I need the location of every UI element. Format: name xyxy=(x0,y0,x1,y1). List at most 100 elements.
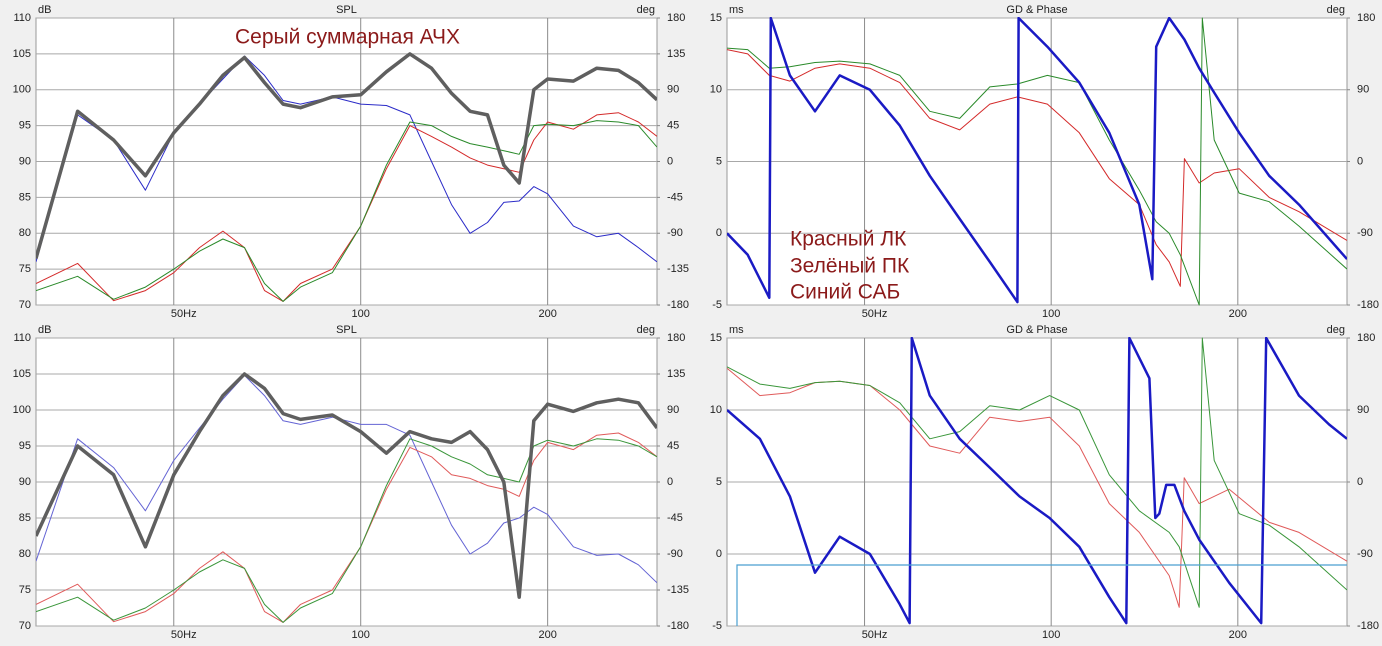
y2-tick-label: 135 xyxy=(667,368,685,380)
chart-panel: -5 0 5 10 15 -180 -90 0 90 180 50Hz 100 200 GD & Phas… xyxy=(710,324,1379,641)
y-tick-label: 105 xyxy=(13,368,31,380)
y-tick-label: 10 xyxy=(710,404,722,416)
y-tick-label: 0 xyxy=(716,227,722,239)
chart-panel: 70 75 80 85 90 95 100 105 110 -180 -135 -90 -45 0 45 90… xyxy=(13,324,689,641)
y-tick-label: 85 xyxy=(19,512,31,524)
y2-axis-label: deg xyxy=(637,4,655,16)
series-line xyxy=(727,17,1347,304)
y2-tick-label: -45 xyxy=(667,512,683,524)
x-tick-label: 200 xyxy=(1229,629,1247,641)
y2-tick-label: 180 xyxy=(667,332,685,344)
y2-tick-label: 90 xyxy=(667,404,679,416)
y2-tick-label: 90 xyxy=(667,84,679,96)
y2-tick-label: -180 xyxy=(667,299,689,311)
y-tick-label: 90 xyxy=(19,476,31,488)
y-tick-label: 100 xyxy=(13,404,31,416)
y-axis-label: ms xyxy=(729,324,744,336)
y2-tick-label: 45 xyxy=(667,120,679,132)
series-line xyxy=(727,337,1347,625)
y-tick-label: 10 xyxy=(710,84,722,96)
series-line xyxy=(36,438,657,623)
y-tick-label: 75 xyxy=(19,584,31,596)
y-tick-label: 85 xyxy=(19,191,31,203)
y-tick-label: 95 xyxy=(19,120,31,132)
decor xyxy=(736,564,1347,626)
y-tick-label: 0 xyxy=(716,548,722,560)
chart-title: SPL xyxy=(336,4,357,16)
y2-tick-label: 0 xyxy=(667,476,673,488)
y2-tick-label: -90 xyxy=(1357,227,1373,239)
series-group xyxy=(36,52,657,302)
y-tick-label: 95 xyxy=(19,440,31,452)
y-tick-label: 100 xyxy=(13,84,31,96)
y-tick-label: 90 xyxy=(19,155,31,167)
y-axis-label: ms xyxy=(729,4,744,16)
x-tick-label: 200 xyxy=(1229,308,1247,320)
y2-axis-label: deg xyxy=(1327,324,1345,336)
y-tick-label: 5 xyxy=(716,155,722,167)
x-tick-label: 50Hz xyxy=(862,308,888,320)
chart-title: GD & Phase xyxy=(1006,4,1067,16)
y2-tick-label: -180 xyxy=(1357,299,1379,311)
annotation: Зелёный ПК xyxy=(790,255,910,278)
y2-tick-label: 0 xyxy=(1357,476,1363,488)
y2-tick-label: 180 xyxy=(1357,12,1375,24)
y-tick-label: 105 xyxy=(13,48,31,60)
y2-tick-label: -45 xyxy=(667,191,683,203)
y-tick-label: 15 xyxy=(710,332,722,344)
x-tick-label: 100 xyxy=(352,308,370,320)
y2-tick-label: -90 xyxy=(667,227,683,239)
annotation: Красный ЛК xyxy=(790,228,907,251)
annotation: Серый суммарная АЧХ xyxy=(235,26,460,49)
x-tick-label: 200 xyxy=(538,629,556,641)
series-line xyxy=(727,49,1347,287)
y-tick-label: 80 xyxy=(19,548,31,560)
y-tick-label: 70 xyxy=(19,299,31,311)
y2-tick-label: -90 xyxy=(1357,548,1373,560)
x-tick-label: 50Hz xyxy=(862,629,888,641)
y-tick-label: 5 xyxy=(716,476,722,488)
y2-tick-label: 180 xyxy=(1357,332,1375,344)
chart-panel: -5 0 5 10 15 -180 -90 0 90 180 50Hz 100 200 GD & Phas… xyxy=(710,4,1379,320)
marker-bracket xyxy=(736,564,1347,626)
series-group xyxy=(36,372,657,623)
series-line xyxy=(36,52,657,259)
y-tick-label: 110 xyxy=(13,12,31,24)
y2-tick-label: 135 xyxy=(667,48,685,60)
series-line xyxy=(727,17,1347,306)
y2-tick-label: -180 xyxy=(667,620,689,632)
series-line xyxy=(36,120,657,302)
y2-tick-label: -90 xyxy=(667,548,683,560)
y2-tick-label: 0 xyxy=(667,155,673,167)
series-group xyxy=(727,337,1347,625)
y2-tick-label: 45 xyxy=(667,440,679,452)
series-line xyxy=(727,337,1347,608)
y2-axis-label: deg xyxy=(637,324,655,336)
y2-tick-label: -135 xyxy=(667,584,689,596)
y-tick-label: 110 xyxy=(13,332,31,344)
y2-axis-label: deg xyxy=(1327,4,1345,16)
y-tick-label: -5 xyxy=(712,620,722,632)
y2-tick-label: 90 xyxy=(1357,404,1369,416)
x-tick-label: 100 xyxy=(352,629,370,641)
y-tick-label: 75 xyxy=(19,263,31,275)
y-axis-label: dB xyxy=(38,324,51,336)
annotation: Синий САБ xyxy=(790,281,900,304)
series-line xyxy=(36,374,657,584)
y2-tick-label: -135 xyxy=(667,263,689,275)
series-group xyxy=(727,17,1347,306)
x-tick-label: 100 xyxy=(1042,629,1060,641)
y2-tick-label: 90 xyxy=(1357,84,1369,96)
x-tick-label: 50Hz xyxy=(171,629,197,641)
x-tick-label: 200 xyxy=(538,308,556,320)
y-tick-label: -5 xyxy=(712,299,722,311)
y-tick-label: 70 xyxy=(19,620,31,632)
series-line xyxy=(36,372,657,599)
x-tick-label: 100 xyxy=(1042,308,1060,320)
y2-tick-label: 180 xyxy=(667,12,685,24)
y-axis-label: dB xyxy=(38,4,51,16)
chart-title: SPL xyxy=(336,324,357,336)
chart-panel: 70 75 80 85 90 95 100 105 110 -180 -135 -90 -45 0 45 90… xyxy=(13,4,689,320)
y-tick-label: 80 xyxy=(19,227,31,239)
